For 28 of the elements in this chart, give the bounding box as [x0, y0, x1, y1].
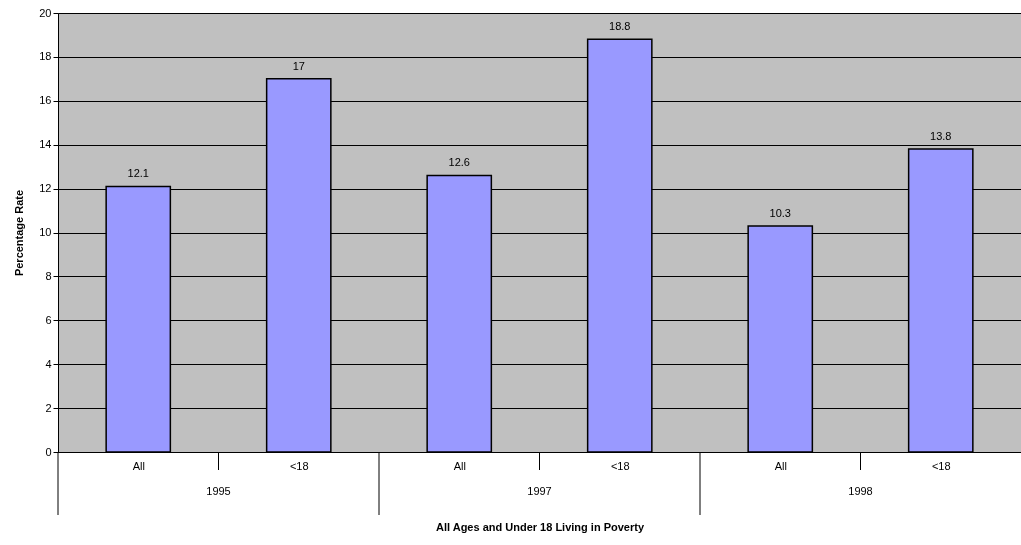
y-tick-label: 12 [39, 182, 52, 195]
x-tick-label: <18 [931, 459, 951, 472]
x-tick-label: All [453, 459, 466, 472]
data-label: 18.8 [609, 20, 631, 33]
x-tick-label: <18 [289, 459, 309, 472]
y-tick-label: 6 [45, 313, 52, 326]
x-axis-title: All Ages and Under 18 Living in Poverty [435, 520, 645, 533]
y-tick-label: 18 [39, 50, 52, 63]
x-tick-label: All [774, 459, 787, 472]
y-tick-label: 0 [45, 445, 52, 458]
text: 1998 [848, 485, 873, 497]
data-label: 13.8 [930, 130, 952, 143]
x-tick-label: <18 [610, 459, 630, 472]
y-tick-label: 4 [45, 357, 52, 370]
data-label: 10.3 [769, 206, 791, 219]
data-label: 12.6 [448, 156, 470, 169]
y-tick-label: 2 [45, 401, 52, 414]
y-tick-label: 10 [39, 226, 52, 238]
y-tick-label: 14 [39, 138, 52, 151]
y-tick-label: 8 [45, 269, 52, 282]
x-tick-label: All [132, 459, 145, 472]
data-label: 12.1 [127, 167, 149, 180]
text: 1995 [206, 485, 231, 497]
y-tick-label: 20 [39, 6, 52, 19]
y-tick-label: 16 [39, 94, 52, 107]
y-axis-title: Percentage Rate [13, 189, 26, 277]
text: 1997 [527, 485, 552, 497]
data-label: 17 [292, 59, 305, 72]
